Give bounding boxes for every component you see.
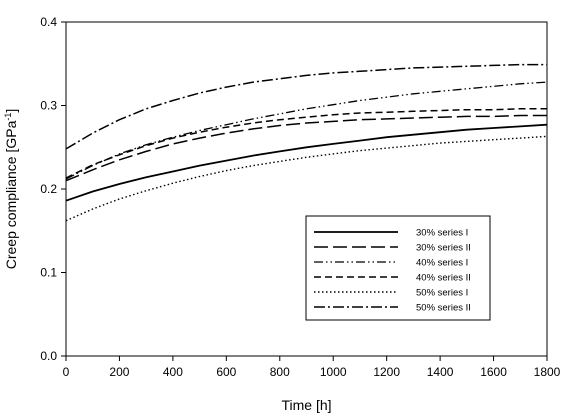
x-tick-label: 1600 <box>480 365 507 379</box>
x-tick-label: 1000 <box>320 365 347 379</box>
legend: 30% series I 30% series II 40% series I 40%… <box>305 215 491 321</box>
series-line <box>65 123 548 202</box>
series-line <box>65 108 547 179</box>
x-tick-label: 200 <box>109 365 129 379</box>
x-tick-label: 400 <box>163 365 183 379</box>
y-axis-title-close: ] <box>3 109 19 113</box>
y-tick-label: 0.4 <box>40 15 57 29</box>
series-line <box>65 81 548 180</box>
x-tick-label: 0 <box>63 365 70 379</box>
legend-label: 30% series II <box>416 243 471 254</box>
x-tick-label: 1200 <box>373 365 400 379</box>
x-tick-label: 1800 <box>534 365 561 379</box>
x-tick-label: 800 <box>270 365 290 379</box>
series-line <box>65 114 547 182</box>
legend-label: 30% series I <box>416 228 468 239</box>
x-axis: 0 200 400 600 800 1000 1200 1400 1600 1800 <box>63 356 561 379</box>
x-axis-title: Time [h] <box>281 397 331 413</box>
y-axis-title: Creep compliance [GPa-1] <box>3 109 19 270</box>
y-tick-label: 0.0 <box>40 349 57 363</box>
legend-label: 50% series II <box>416 303 471 314</box>
legend-label: 40% series II <box>416 273 471 284</box>
y-axis-title-superscript: -1 <box>3 113 13 121</box>
y-axis: 0.0 0.1 0.2 0.3 0.4 <box>40 15 66 363</box>
x-tick-label: 600 <box>216 365 236 379</box>
y-tick-label: 0.3 <box>40 99 57 113</box>
legend-label: 50% series I <box>416 288 468 299</box>
y-axis-title-main: Creep compliance [GPa <box>3 120 19 269</box>
legend-label: 40% series I <box>416 258 468 269</box>
legend-box <box>305 215 491 321</box>
x-tick-label: 1400 <box>427 365 454 379</box>
series-line <box>65 63 547 150</box>
series-lines <box>65 63 548 222</box>
y-tick-label: 0.1 <box>40 266 57 280</box>
y-tick-label: 0.2 <box>40 182 57 196</box>
